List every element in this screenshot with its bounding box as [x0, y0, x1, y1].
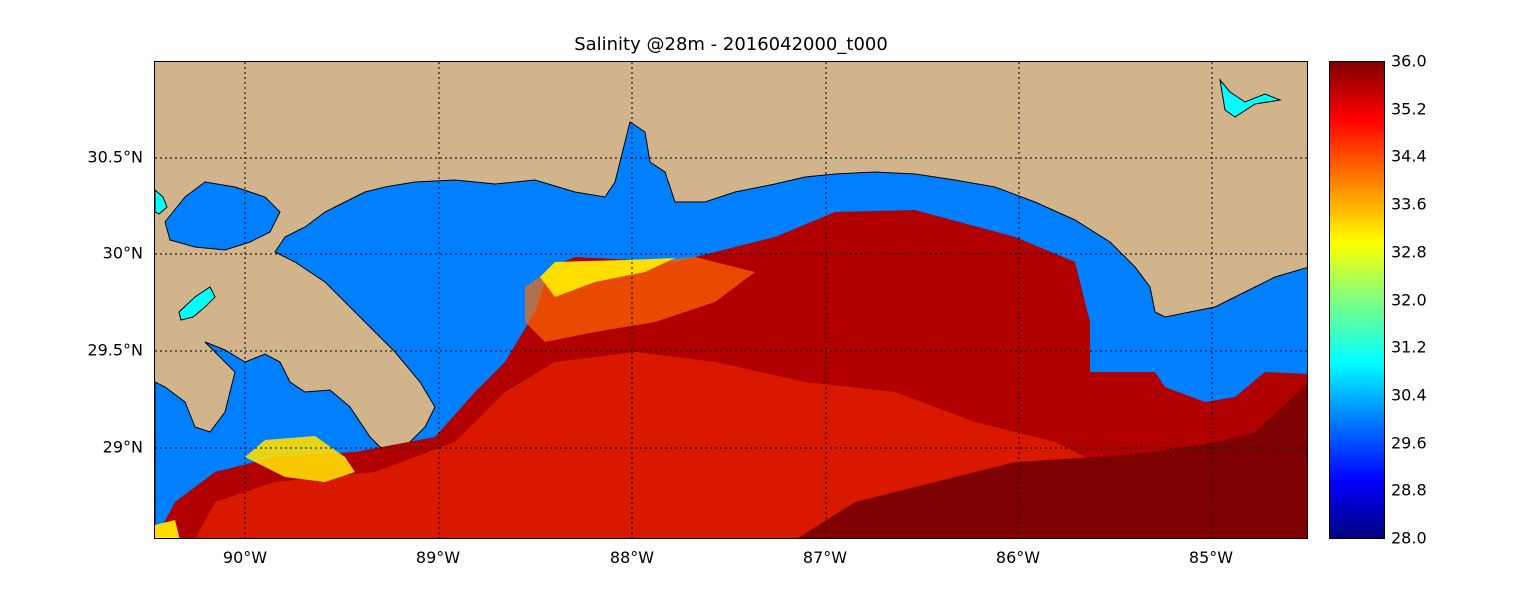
lon-tick-label: 88°W — [609, 548, 655, 567]
colorbar-label: 28.8 — [1391, 480, 1427, 500]
salinity-field-yellow — [540, 258, 675, 297]
lake-small-south — [178, 286, 216, 321]
colorbar-label: 29.6 — [1391, 433, 1427, 453]
lake-small-east — [1219, 78, 1282, 118]
colorbar-label: 28.0 — [1391, 528, 1427, 548]
colorbar-label: 36.0 — [1391, 51, 1427, 71]
lon-tick-label: 89°W — [415, 548, 461, 567]
lake-pontchartrain — [164, 181, 281, 251]
salinity-field-yellow-west — [245, 436, 355, 482]
colorbar-label: 35.2 — [1391, 99, 1427, 119]
colorbar-label: 32.8 — [1391, 242, 1427, 262]
colorbar-label: 32.0 — [1391, 290, 1427, 310]
graticule — [155, 62, 1307, 538]
salinity-field-deep — [798, 383, 1307, 538]
lat-tick-label: 30.5°N — [87, 147, 143, 167]
colorbar — [1329, 61, 1385, 539]
lon-tick-label: 86°W — [995, 548, 1041, 567]
lake-small-west — [155, 189, 168, 215]
colorbar-label: 31.2 — [1391, 337, 1427, 357]
lat-tick-label: 30°N — [102, 243, 143, 263]
map-title: Salinity @28m - 2016042000_t000 — [574, 34, 888, 55]
lat-tick-label: 29°N — [102, 437, 143, 457]
lon-tick-label: 87°W — [802, 548, 848, 567]
lat-tick-label: 29.5°N — [87, 340, 143, 360]
lon-tick-label: 85°W — [1188, 548, 1234, 567]
map-canvas — [155, 62, 1307, 538]
colorbar-label: 34.4 — [1391, 146, 1427, 166]
colorbar-label: 30.4 — [1391, 385, 1427, 405]
salinity-map — [154, 61, 1308, 539]
lon-tick-label: 90°W — [222, 548, 268, 567]
colorbar-label: 33.6 — [1391, 194, 1427, 214]
salinity-field-yellow-corner — [155, 520, 180, 538]
